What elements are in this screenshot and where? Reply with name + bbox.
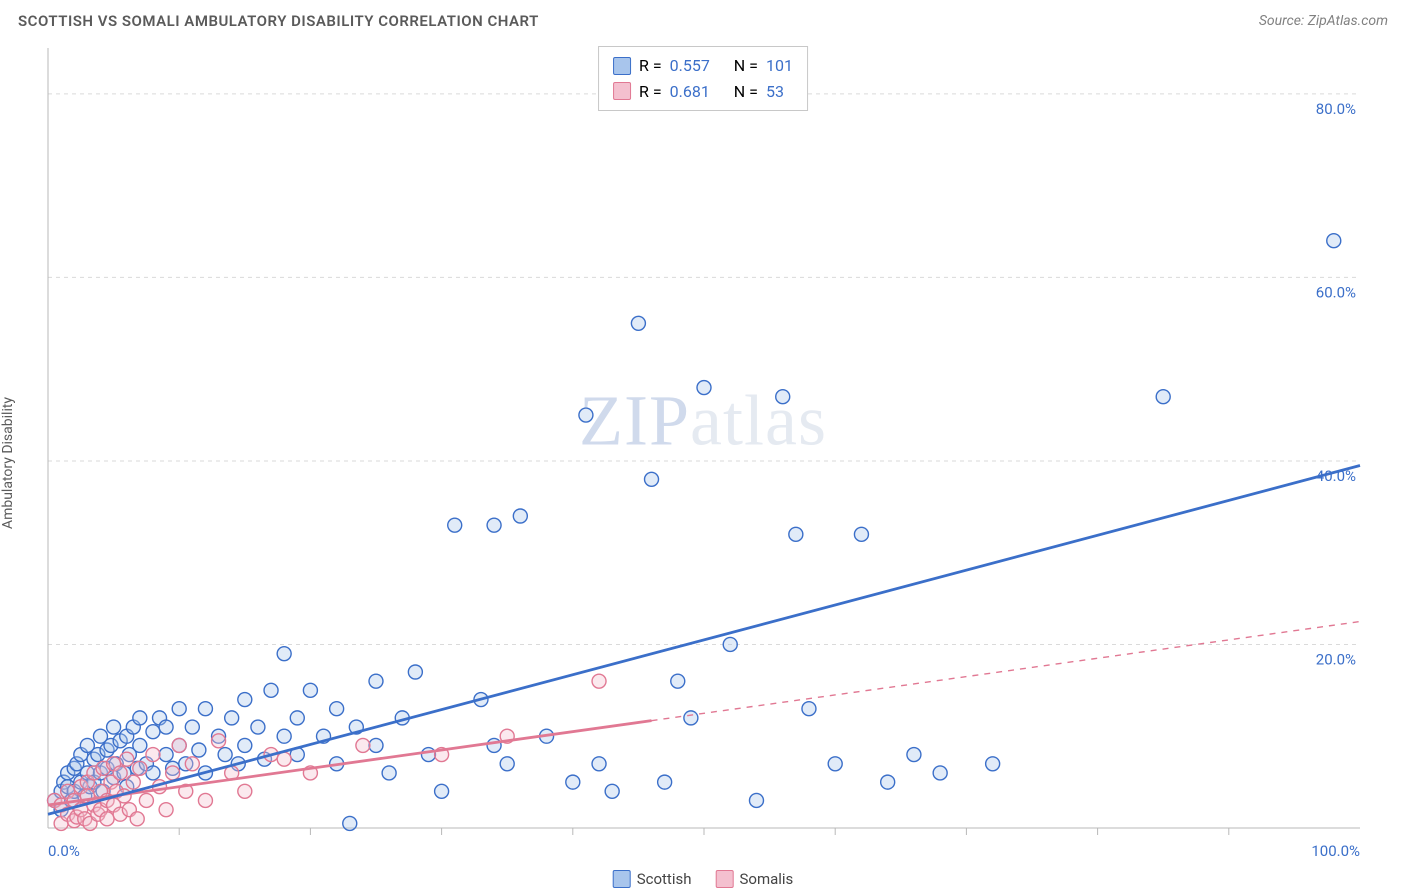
swatch-scottish — [613, 57, 631, 75]
stats-row-somalis: R = 0.681 N = 53 — [613, 79, 793, 105]
legend-label-somalis: Somalis — [739, 870, 793, 888]
bottom-legend: Scottish Somalis — [613, 870, 794, 888]
n-value-somalis: 53 — [766, 79, 784, 105]
swatch-somalis — [613, 82, 631, 100]
stats-row-scottish: R = 0.557 N = 101 — [613, 53, 793, 79]
r-value-scottish: 0.557 — [670, 53, 710, 79]
chart-area: Ambulatory Disability 20.0%40.0%60.0%80.… — [0, 38, 1406, 888]
svg-text:60.0%: 60.0% — [1316, 283, 1356, 301]
svg-text:20.0%: 20.0% — [1316, 650, 1356, 668]
n-value-scottish: 101 — [766, 53, 793, 79]
legend-item-somalis: Somalis — [715, 870, 793, 888]
svg-text:80.0%: 80.0% — [1316, 100, 1356, 118]
svg-text:100.0%: 100.0% — [1311, 842, 1360, 860]
legend-swatch-somalis — [715, 870, 733, 888]
legend-swatch-scottish — [613, 870, 631, 888]
chart-title: SCOTTISH VS SOMALI AMBULATORY DISABILITY… — [18, 12, 539, 30]
r-value-somalis: 0.681 — [670, 79, 710, 105]
scatter-chart: 20.0%40.0%60.0%80.0%0.0%100.0% — [0, 38, 1406, 888]
svg-text:0.0%: 0.0% — [48, 842, 80, 860]
y-axis-label: Ambulatory Disability — [0, 397, 16, 529]
header: SCOTTISH VS SOMALI AMBULATORY DISABILITY… — [0, 0, 1406, 38]
legend-label-scottish: Scottish — [637, 870, 692, 888]
source-label: Source: ZipAtlas.com — [1259, 13, 1388, 29]
stats-legend-box: R = 0.557 N = 101 R = 0.681 N = 53 — [598, 46, 808, 111]
legend-item-scottish: Scottish — [613, 870, 692, 888]
